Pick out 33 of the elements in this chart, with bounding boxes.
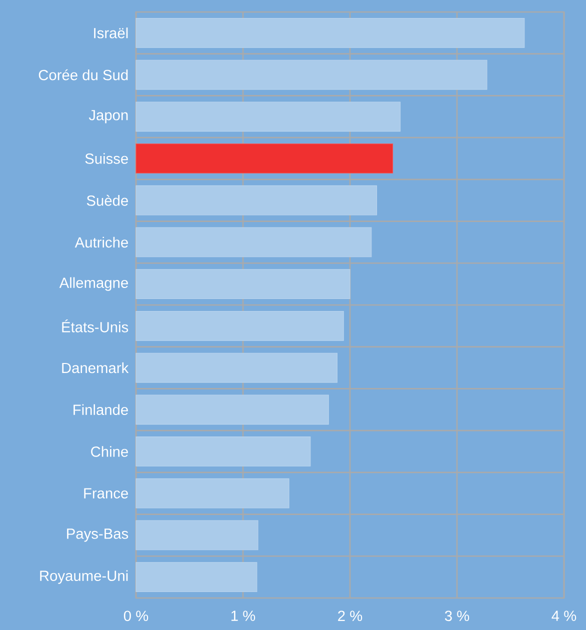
y-tick-label: États-Unis — [62, 319, 128, 332]
y-tick-label: Danemark — [62, 362, 129, 374]
y-tick-label: Suisse — [85, 153, 128, 164]
x-tick-label: 0 % — [124, 610, 148, 622]
y-tick-label: Royaume-Uni — [40, 570, 128, 584]
y-tick-label: Corée du Sud — [38, 69, 128, 80]
y-tick-label: Suède — [86, 194, 128, 206]
bar — [136, 352, 338, 383]
y-tick-label: Autriche — [74, 236, 128, 248]
x-tick-label: 1 % — [231, 610, 256, 621]
bar — [136, 520, 258, 550]
x-tick-label: 2 % — [338, 610, 362, 622]
bar — [136, 269, 350, 299]
bar — [136, 436, 311, 466]
y-tick-label: Allemagne — [59, 277, 128, 291]
y-tick-label: France — [84, 488, 128, 498]
y-tick-label: Chine — [91, 446, 128, 457]
bar — [136, 185, 378, 216]
y-tick-label: Japon — [88, 110, 128, 124]
y-tick-label: Finlande — [74, 404, 128, 416]
bar — [136, 18, 525, 48]
bar — [136, 144, 394, 174]
bar — [136, 60, 488, 90]
bar — [136, 102, 401, 132]
bar — [136, 394, 329, 425]
y-tick-label: Pays-Bas — [67, 528, 128, 542]
bar — [136, 478, 290, 508]
bar — [136, 562, 258, 592]
x-tick-label: 3 % — [444, 610, 470, 622]
x-tick-label: 4 % — [552, 610, 576, 621]
bar — [136, 310, 344, 341]
y-tick-label: Israël — [94, 28, 128, 38]
bar — [136, 227, 372, 258]
